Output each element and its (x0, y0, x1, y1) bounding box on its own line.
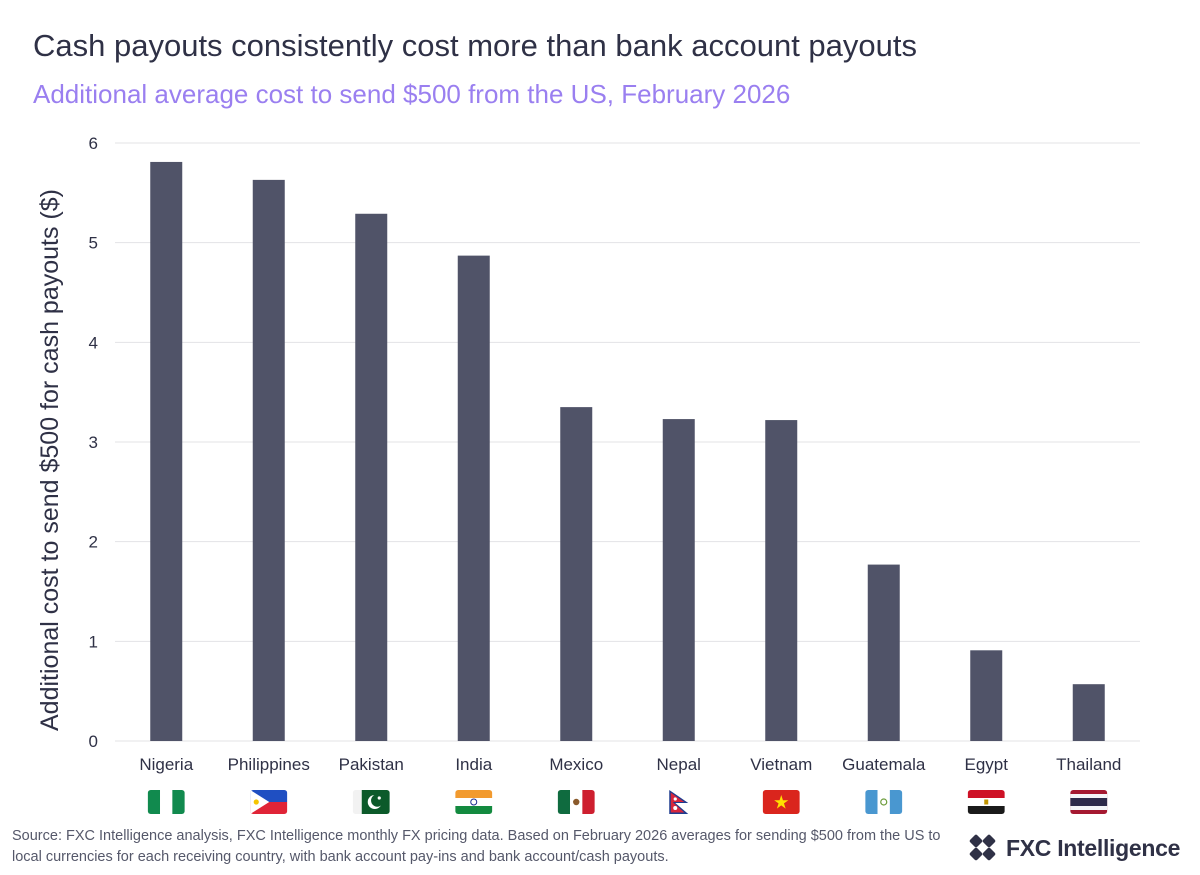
y-axis-label: Additional cost to send $500 for cash pa… (36, 189, 64, 731)
y-tick-label: 2 (89, 533, 98, 552)
x-tick-labels: Nigeria Philippines Pakistan India Mexico Nep… (139, 755, 1121, 774)
x-tick-label: Philippines (228, 755, 310, 774)
mexico-flag-icon (557, 790, 595, 814)
fxc-logo-icon (969, 834, 996, 861)
bar-mexico (560, 407, 593, 741)
egypt-flag-icon (967, 790, 1005, 814)
y-tick-label: 5 (89, 234, 98, 253)
bar-philippines (252, 179, 285, 742)
philippines-flag-icon (250, 790, 288, 814)
bar-nigeria (150, 161, 183, 742)
bar-nepal (662, 419, 695, 741)
thailand-flag-icon (1070, 790, 1108, 814)
x-tick-label: India (455, 755, 492, 774)
bars (150, 161, 1105, 742)
india-flag-icon (455, 790, 493, 814)
nigeria-flag-icon (147, 790, 185, 814)
chart-subtitle: Additional average cost to send $500 fro… (33, 79, 791, 109)
x-tick-label: Egypt (965, 755, 1009, 774)
logo-text: FXC Intelligence (1006, 834, 1181, 861)
guatemala-flag-icon (865, 790, 903, 814)
x-tick-label: Vietnam (750, 755, 812, 774)
fxc-logo: FXC Intelligence (968, 828, 1180, 868)
x-tick-label: Nigeria (139, 755, 193, 774)
pakistan-flag-icon (352, 790, 390, 814)
chart-title: Cash payouts consistently cost more than… (33, 28, 917, 63)
y-tick-label: 0 (89, 732, 98, 751)
y-tick-label: 6 (89, 134, 98, 153)
y-tick-label: 1 (89, 632, 98, 651)
bar-india (457, 255, 490, 741)
x-tick-label: Pakistan (339, 755, 404, 774)
nepal-flag-icon (669, 790, 689, 814)
source-note: Source: FXC Intelligence analysis, FXC I… (12, 828, 941, 865)
flag-row (147, 790, 1108, 814)
y-tick-labels: 0 1 2 3 4 5 6 (89, 134, 98, 751)
y-tick-label: 4 (89, 333, 98, 352)
grid-lines (115, 142, 1140, 742)
bar-egypt (970, 650, 1003, 741)
bar-vietnam (765, 420, 798, 741)
x-tick-label: Thailand (1056, 755, 1121, 774)
x-tick-label: Guatemala (842, 755, 926, 774)
bar-thailand (1072, 684, 1105, 741)
bar-pakistan (355, 213, 388, 742)
y-tick-label: 3 (89, 433, 98, 452)
x-tick-label: Nepal (657, 755, 701, 774)
bar-guatemala (867, 564, 900, 741)
vietnam-flag-icon (762, 790, 800, 814)
x-tick-label: Mexico (549, 755, 603, 774)
